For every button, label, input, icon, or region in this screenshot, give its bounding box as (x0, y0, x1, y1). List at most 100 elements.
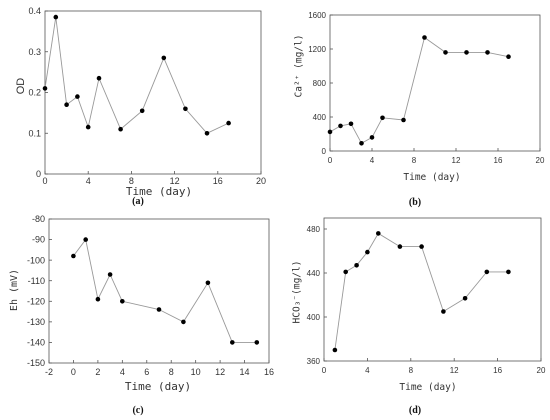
series-line (329, 36, 509, 144)
data-point (422, 35, 427, 40)
data-point (484, 269, 490, 275)
y-axis-label: HCO₃⁻(mg/l) (292, 261, 303, 324)
x-tick-label: 0 (42, 176, 47, 186)
y-tick-label: 1600 (308, 11, 326, 20)
y-tick-label: 800 (313, 79, 327, 88)
y-tick-label: -90 (32, 235, 45, 245)
data-point (226, 120, 231, 126)
data-point (327, 129, 333, 135)
y-axis-label: Eh (mV) (9, 269, 20, 311)
x-tick-label: 6 (144, 367, 149, 377)
panel-b: 0 400 800 1200 1600 0 4 8 12 16 20 Time (day) Ca²⁺ (… (294, 11, 545, 208)
x-tick-label: 4 (86, 176, 91, 186)
y-tick-label: 480 (307, 225, 321, 234)
x-tick-label: 8 (409, 366, 414, 375)
plot-frame (44, 10, 262, 175)
plot-frame (329, 14, 541, 152)
data-point (230, 340, 235, 345)
x-tick-label: 20 (256, 176, 266, 186)
x-axis-label: Time (day) (125, 380, 191, 393)
y-tick-label: 0 (322, 147, 327, 156)
data-point (75, 94, 80, 99)
y-tick-label: -150 (27, 358, 45, 368)
panel-label: (d) (409, 405, 421, 416)
plot-frame (323, 217, 542, 362)
panel-label: (a) (132, 196, 144, 207)
data-point (485, 50, 490, 55)
data-point (254, 340, 260, 345)
data-point (53, 14, 59, 20)
x-tick-label: 16 (494, 156, 503, 165)
data-point (348, 121, 354, 127)
panel-c: -80 -90 -100 -110 -120 -130 -140 -150-2 0 2 4 6 8 10 1… (9, 214, 274, 416)
y-tick-label: 400 (313, 113, 327, 122)
data-point (401, 117, 406, 123)
y-tick-label: 0.3 (28, 47, 41, 57)
data-point (183, 106, 188, 112)
y-tick-label: 0 (36, 169, 41, 179)
panel-label: (c) (132, 405, 143, 416)
x-tick-label: 16 (493, 366, 502, 375)
y-tick-label: -110 (28, 276, 45, 286)
panel-a: 0 0.1 0.2 0.3 0.4 0 4 8 12 16 20 Time (day) OD (a) (15, 6, 266, 207)
panel-d: 360 400 440 480 0 4 8 12 16 20 Time (day) HCO₃⁻(mg/… (292, 217, 546, 416)
data-point (120, 299, 125, 304)
x-tick-label: 20 (537, 366, 546, 375)
x-tick-label: 16 (264, 367, 274, 377)
x-axis-label: Time (day) (399, 382, 456, 393)
x-tick-label: 12 (450, 366, 459, 375)
data-point (506, 269, 511, 275)
x-tick-label: 16 (213, 176, 223, 186)
data-point (464, 50, 469, 55)
y-tick-label: 400 (307, 313, 321, 322)
y-tick-label: 0.2 (28, 88, 41, 98)
x-tick-label: 8 (412, 156, 417, 165)
data-point (139, 108, 145, 114)
data-point (204, 131, 210, 136)
data-point (462, 296, 468, 301)
data-point (85, 124, 91, 130)
data-point (118, 126, 123, 132)
data-point (332, 347, 338, 353)
x-tick-label: 12 (215, 367, 225, 377)
x-tick-label: 12 (170, 176, 180, 186)
data-point (181, 319, 186, 325)
y-tick-label: -130 (27, 317, 45, 327)
x-tick-label: 8 (129, 176, 134, 186)
x-tick-label: 8 (169, 367, 174, 377)
y-tick-label: 0.4 (28, 6, 41, 16)
x-tick-label: 4 (370, 156, 375, 165)
series-line (334, 232, 509, 351)
panel-label: (b) (409, 197, 421, 208)
plot-frame (48, 218, 270, 364)
data-point (107, 272, 113, 277)
data-point (96, 75, 102, 81)
x-tick-label: 4 (120, 367, 125, 377)
data-point (397, 244, 403, 249)
y-axis-label: OD (15, 78, 27, 95)
data-point (506, 54, 511, 59)
data-point (42, 86, 48, 91)
x-tick-label: 2 (95, 367, 100, 377)
y-tick-label: 1200 (308, 45, 326, 54)
y-tick-label: 0.1 (28, 128, 41, 138)
y-axis-label: Ca²⁺ (mg/l) (294, 35, 305, 98)
data-point (359, 141, 364, 146)
y-tick-label: -100 (27, 255, 45, 265)
y-tick-label: 360 (307, 357, 321, 366)
x-tick-label: 0 (71, 367, 76, 377)
x-tick-label: 12 (452, 156, 461, 165)
data-point (343, 269, 349, 275)
data-point (83, 237, 88, 242)
data-point (369, 135, 375, 140)
series-line (44, 17, 229, 134)
x-tick-label: 4 (365, 366, 370, 375)
data-point (365, 249, 370, 255)
y-tick-label: -120 (27, 296, 45, 306)
data-point (205, 280, 211, 286)
data-point (156, 307, 162, 312)
data-point (95, 296, 101, 302)
data-point (64, 102, 69, 107)
